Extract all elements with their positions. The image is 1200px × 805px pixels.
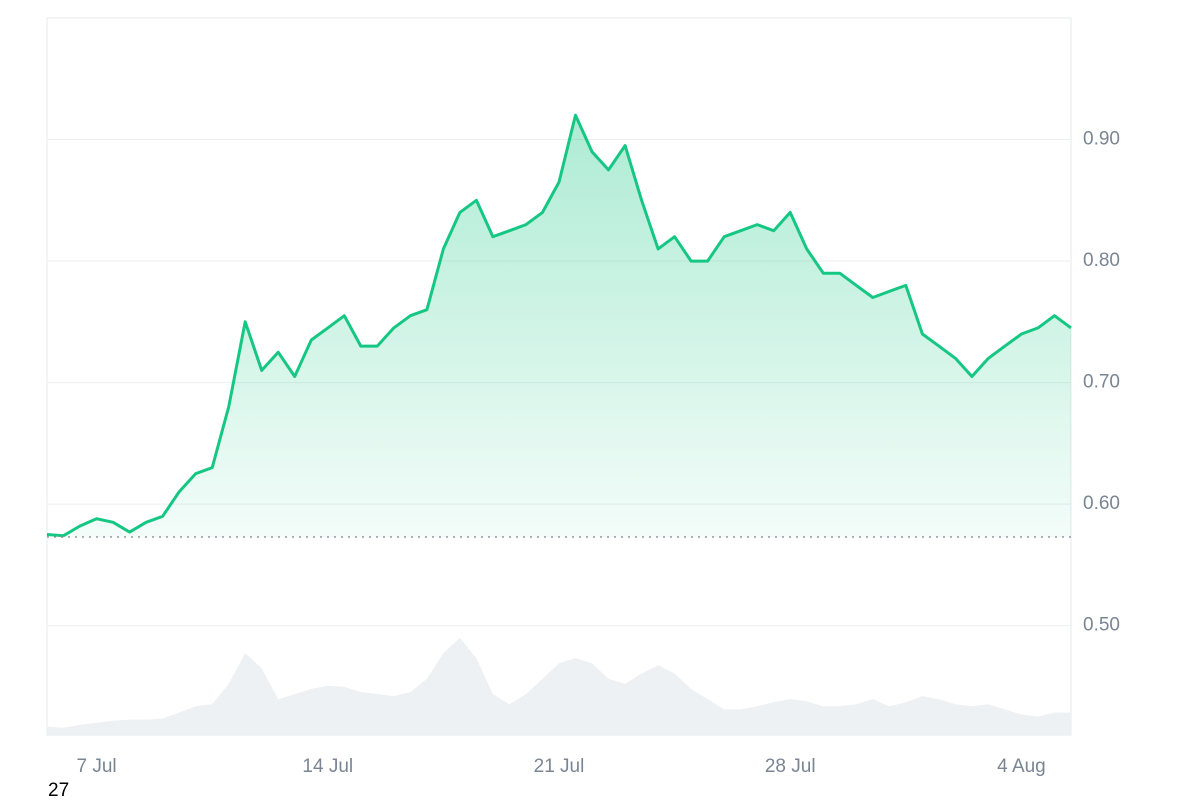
price-line <box>46 113 1072 537</box>
y-tick-label: 0.50 <box>1083 615 1120 636</box>
y-tick-label: 0.60 <box>1083 493 1120 514</box>
y-tick-label: 0.70 <box>1083 372 1120 393</box>
annotation: 27 <box>48 780 69 800</box>
x-tick-label: 28 Jul <box>765 756 816 777</box>
x-tick-label: 7 Jul <box>76 756 116 777</box>
x-tick-label: 14 Jul <box>302 756 353 777</box>
price-area <box>47 115 1071 537</box>
volume-area <box>47 637 1071 735</box>
y-tick-label: 0.90 <box>1083 129 1120 150</box>
x-tick-label: 21 Jul <box>534 756 585 777</box>
x-tick-label: 4 Aug <box>997 756 1046 777</box>
y-tick-label: 0.80 <box>1083 250 1120 271</box>
